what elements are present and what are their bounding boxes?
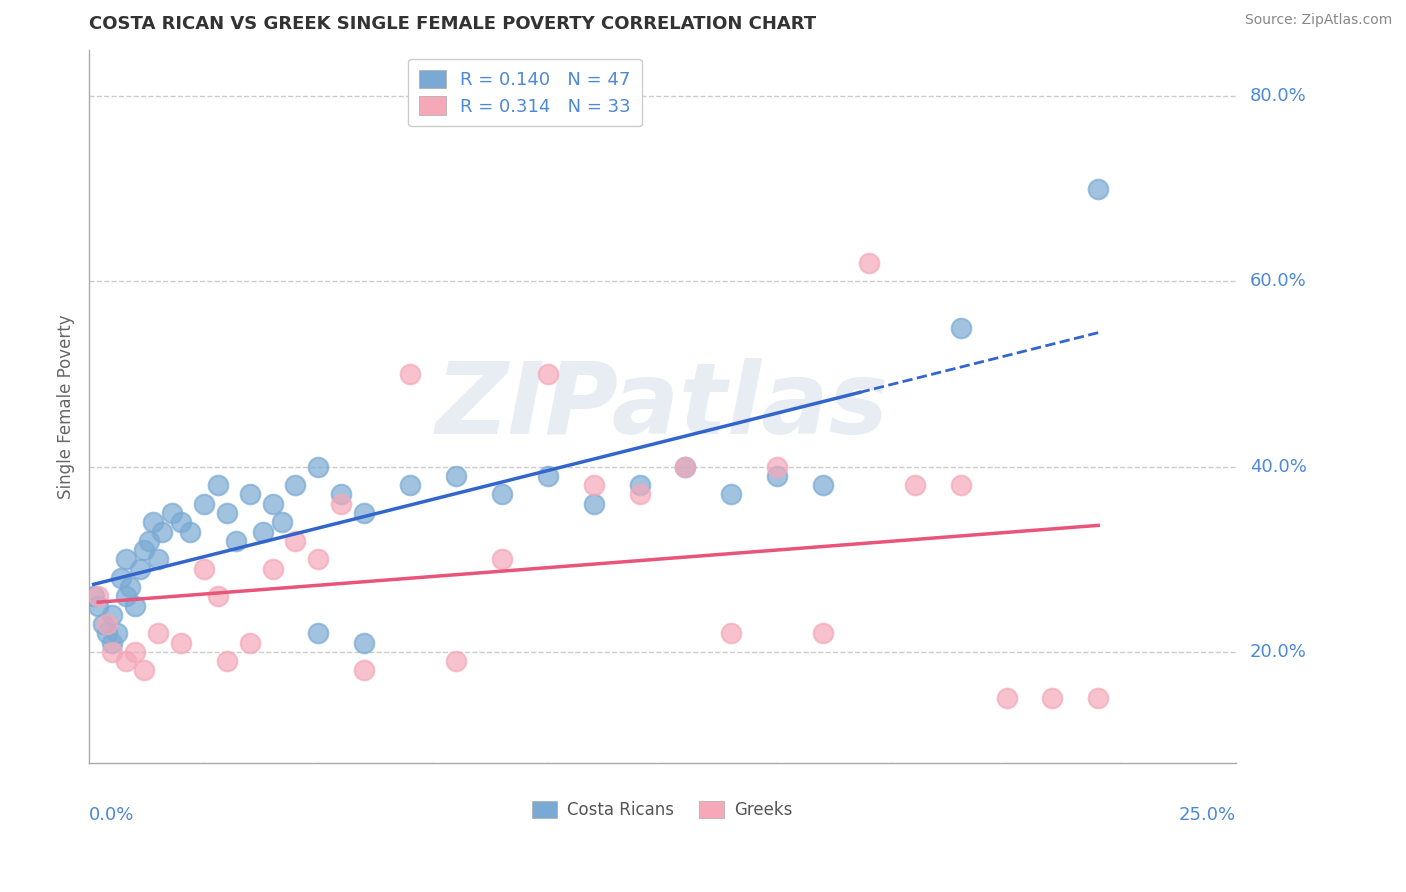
Point [262, 497, 284, 511]
Point [720, 487, 742, 501]
Text: Source: ZipAtlas.com: Source: ZipAtlas.com [1244, 13, 1392, 28]
Point [766, 459, 789, 474]
Point [101, 636, 124, 650]
Point [239, 636, 262, 650]
Point [399, 367, 422, 381]
Point [811, 478, 834, 492]
Point [225, 533, 247, 548]
Text: 60.0%: 60.0% [1250, 272, 1306, 291]
Point [766, 469, 789, 483]
Point [628, 478, 651, 492]
Point [399, 478, 422, 492]
Point [904, 478, 927, 492]
Point [160, 506, 183, 520]
Point [307, 626, 329, 640]
Point [284, 533, 307, 548]
Point [537, 367, 560, 381]
Point [491, 552, 513, 566]
Point [120, 580, 142, 594]
Point [444, 469, 467, 483]
Point [134, 664, 156, 678]
Point [146, 552, 169, 566]
Point [307, 459, 329, 474]
Point [193, 561, 215, 575]
Point [858, 256, 880, 270]
Point [215, 506, 238, 520]
Point [491, 487, 513, 501]
Text: 40.0%: 40.0% [1250, 458, 1306, 475]
Point [353, 636, 375, 650]
Point [582, 497, 605, 511]
Point [170, 636, 193, 650]
Point [142, 516, 165, 530]
Point [87, 590, 110, 604]
Point [949, 320, 972, 334]
Point [101, 607, 124, 622]
Point [124, 645, 146, 659]
Text: COSTA RICAN VS GREEK SINGLE FEMALE POVERTY CORRELATION CHART: COSTA RICAN VS GREEK SINGLE FEMALE POVER… [89, 15, 817, 33]
Point [949, 478, 972, 492]
Point [252, 524, 274, 539]
Text: 0.0%: 0.0% [89, 806, 135, 824]
Point [114, 654, 136, 668]
Point [1087, 182, 1109, 196]
Point [101, 645, 124, 659]
Point [128, 561, 150, 575]
Text: ZIPatlas: ZIPatlas [436, 358, 889, 455]
Point [91, 617, 114, 632]
Text: 25.0%: 25.0% [1178, 806, 1236, 824]
Point [330, 497, 353, 511]
Point [444, 654, 467, 668]
Point [105, 626, 128, 640]
Point [262, 561, 284, 575]
Point [811, 626, 834, 640]
Point [995, 691, 1018, 706]
Point [134, 543, 156, 558]
Point [353, 664, 375, 678]
Point [239, 487, 262, 501]
Point [114, 590, 136, 604]
Y-axis label: Single Female Poverty: Single Female Poverty [58, 314, 75, 499]
Point [215, 654, 238, 668]
Point [307, 552, 329, 566]
Point [537, 469, 560, 483]
Point [673, 459, 696, 474]
Point [124, 599, 146, 613]
Point [193, 497, 215, 511]
Point [720, 626, 742, 640]
Text: 80.0%: 80.0% [1250, 87, 1306, 105]
Point [96, 617, 118, 632]
Point [146, 626, 169, 640]
Point [87, 599, 110, 613]
Point [96, 626, 118, 640]
Point [138, 533, 160, 548]
Point [353, 506, 375, 520]
Point [170, 516, 193, 530]
Point [114, 552, 136, 566]
Point [270, 516, 292, 530]
Point [179, 524, 201, 539]
Point [284, 478, 307, 492]
Point [207, 478, 229, 492]
Point [152, 524, 174, 539]
Point [582, 478, 605, 492]
Point [628, 487, 651, 501]
Point [1087, 691, 1109, 706]
Text: 20.0%: 20.0% [1250, 643, 1306, 661]
Point [207, 590, 229, 604]
Point [110, 571, 132, 585]
Point [1040, 691, 1063, 706]
Point [83, 590, 105, 604]
Point [330, 487, 353, 501]
Legend: Costa Ricans, Greeks: Costa Ricans, Greeks [526, 795, 800, 826]
Point [673, 459, 696, 474]
